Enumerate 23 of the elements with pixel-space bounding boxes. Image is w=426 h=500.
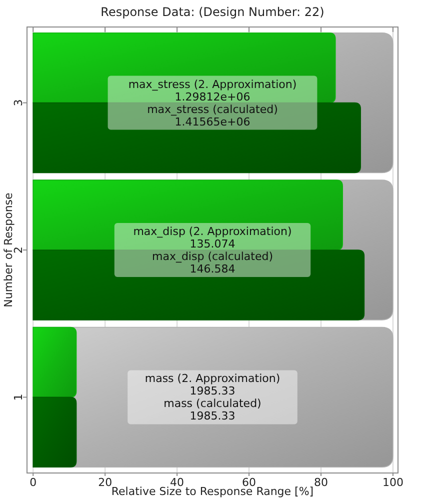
bar (32, 396, 77, 468)
x-tick-label: 20 (98, 476, 112, 489)
chart-title: Response Data: (Design Number: 22) (100, 5, 324, 19)
annotation: 135.074 (190, 238, 236, 250)
annotation: max_disp (calculated) (152, 250, 274, 263)
y-tick-label: 2 (12, 246, 25, 254)
annotation: 1985.33 (190, 384, 236, 398)
annotation: 146.584 (190, 262, 236, 276)
annotation: 1.29812e+06 (174, 90, 250, 104)
annotation: max_disp (2. Approximation) (133, 225, 292, 238)
bar (32, 326, 77, 398)
x-tick-label: 0 (30, 476, 37, 489)
annotation: mass (calculated) (164, 397, 262, 410)
annotation: 1985.33 (190, 410, 236, 423)
x-tick-label: 80 (314, 476, 328, 489)
y-tick-label: 3 (12, 99, 25, 106)
annotation: max_stress (calculated) (147, 102, 278, 116)
y-tick-label: 1 (12, 394, 25, 401)
x-tick-label: 100 (382, 476, 404, 489)
annotation: mass (2. Approximation) (144, 372, 280, 386)
annotation: max_stress (2. Approximation) (128, 78, 297, 91)
y-axis-title: Number of Response (2, 192, 15, 308)
annotation: 1.41565e+06 (174, 115, 250, 128)
